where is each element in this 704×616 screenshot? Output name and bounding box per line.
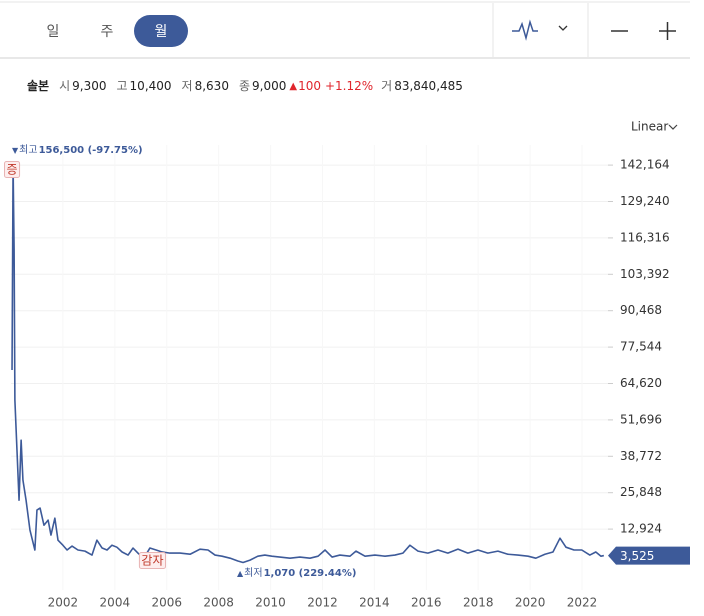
x-tick-label: 2008 <box>203 596 234 610</box>
chart-type-icon[interactable] <box>512 19 538 41</box>
y-tick-label: 12,924 <box>620 522 662 536</box>
arrow: ▼ <box>12 146 19 155</box>
field-label: 거 <box>381 79 392 93</box>
low-annotation: ▲최저1,070 (229.44%) <box>237 567 356 579</box>
field-label: 고 <box>117 79 128 93</box>
x-tick-label: 2018 <box>463 596 494 610</box>
field-label: 종 <box>239 79 250 93</box>
y-tick-label: 103,392 <box>620 267 670 281</box>
event-marker-bg <box>138 552 167 569</box>
scale-caret[interactable] <box>668 124 678 130</box>
zoom-in[interactable] <box>659 22 676 40</box>
x-tick-label: 2012 <box>307 596 338 610</box>
field-value: 8,630 <box>195 79 229 93</box>
y-tick-label: 64,620 <box>620 376 662 390</box>
field-value: 9,300 <box>72 79 106 93</box>
y-tick-label: 129,240 <box>620 194 670 208</box>
low-label: 최저 <box>244 567 262 579</box>
tab-selected-bg[interactable] <box>134 15 188 47</box>
x-tick-label: 2020 <box>515 596 546 610</box>
field-value: 10,400 <box>130 79 172 93</box>
y-tick-label: 38,772 <box>620 449 662 463</box>
x-tick-label: 2014 <box>359 596 390 610</box>
y-tick-label: 142,164 <box>620 158 670 172</box>
dropdown-caret[interactable] <box>558 25 568 31</box>
high-annotation: ▼최고156,500 (-97.75%) <box>12 144 143 156</box>
field-label: 저 <box>182 79 193 93</box>
y-tick-label: 51,696 <box>620 412 662 426</box>
last-price-label: 3,525 <box>620 549 654 563</box>
last-price-tag <box>608 546 690 565</box>
x-tick-label: 2016 <box>411 596 442 610</box>
stock-name: 솔본 <box>27 79 49 93</box>
scale-select[interactable]: Linear <box>631 120 668 134</box>
field-label: 시 <box>59 79 70 93</box>
event-marker: 증 <box>7 163 18 177</box>
quote-line: 솔본 시 9,300 고 10,400 저 8,630 종 9,000 ▲100 +1.12% 거 83… <box>27 79 463 93</box>
tab[interactable]: 주 <box>101 24 114 40</box>
field-value: 9,000 <box>252 79 286 93</box>
high-text: 156,500 (-97.75%) <box>39 145 143 156</box>
x-tick-label: 2022 <box>567 596 598 610</box>
x-tick-label: 2010 <box>255 596 286 610</box>
change-pct: +1.12% <box>325 79 373 93</box>
x-tick-label: 2006 <box>151 596 182 610</box>
volume: 83,840,485 <box>394 79 463 93</box>
y-tick-label: 90,468 <box>620 303 662 317</box>
change: 100 <box>298 79 321 93</box>
arrow: ▲ <box>237 569 244 578</box>
x-tick-label: 2004 <box>100 596 131 610</box>
x-tick-label: 2002 <box>48 596 79 610</box>
y-tick-label: 116,316 <box>620 230 670 244</box>
up-arrow: ▲ <box>289 81 297 92</box>
event-marker: 감자 <box>141 554 163 568</box>
high-label: 최고 <box>19 144 37 156</box>
y-tick-label: 77,544 <box>620 340 662 354</box>
price-line <box>11 164 605 564</box>
event-marker-bg <box>4 161 21 178</box>
y-tick-label: 25,848 <box>620 485 662 499</box>
low-text: 1,070 (229.44%) <box>264 568 357 579</box>
tab[interactable]: 일 <box>47 24 60 40</box>
tab[interactable]: 월 <box>155 24 168 40</box>
